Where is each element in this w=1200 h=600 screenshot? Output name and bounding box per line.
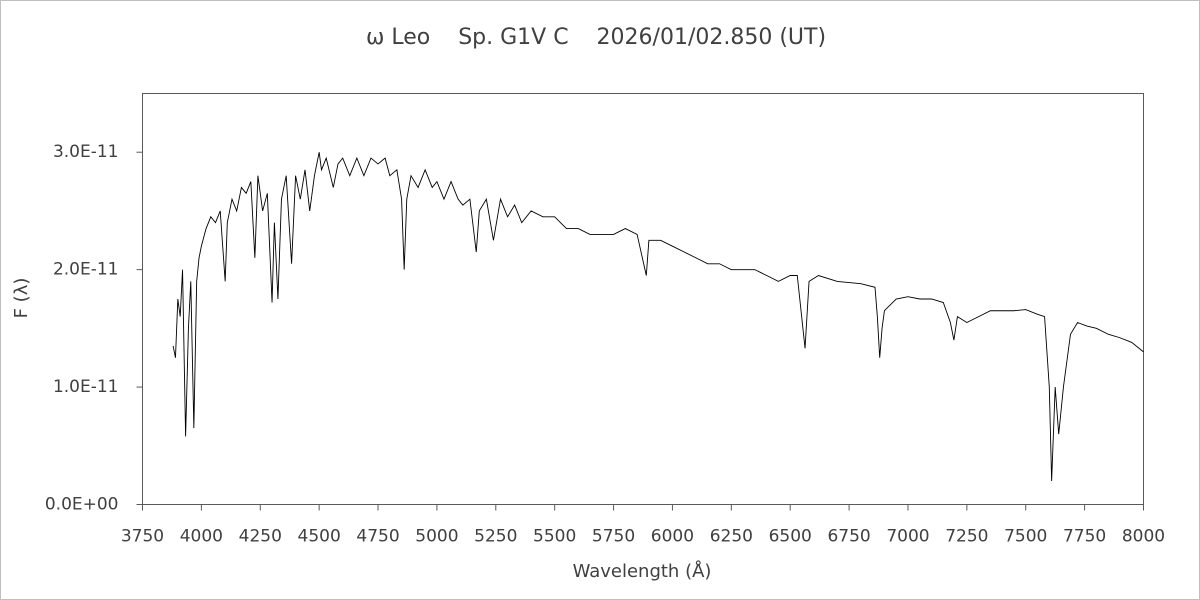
- x-tick-label: 6750: [827, 527, 870, 547]
- x-tick-label: 5500: [533, 527, 576, 547]
- spectrum-line: [172, 152, 1144, 482]
- x-axis-label: Wavelength (Å): [573, 560, 712, 582]
- x-tick-label: 4000: [180, 527, 223, 547]
- x-tick-label: 5000: [415, 527, 458, 547]
- y-axis-label: F (λ): [11, 278, 32, 319]
- x-tick-label: 7000: [886, 527, 929, 547]
- x-tick-label: 6250: [710, 527, 753, 547]
- x-tick-label: 7750: [1063, 527, 1106, 547]
- x-tick-label: 4250: [239, 527, 282, 547]
- x-tick-label: 8000: [1122, 527, 1165, 547]
- x-tick-label: 6500: [769, 527, 812, 547]
- x-tick-label: 5750: [592, 527, 635, 547]
- y-tick-label: 2.0E-11: [53, 260, 119, 280]
- x-tick-label: 6000: [651, 527, 694, 547]
- chart-title: ω Leo Sp. G1V C 2026/01/02.850 (UT): [366, 25, 826, 50]
- plot-area: [142, 93, 1144, 505]
- x-tick-label: 5250: [474, 527, 517, 547]
- x-tick-label: 4500: [298, 527, 341, 547]
- y-tick-label: 3.0E-11: [53, 142, 119, 162]
- y-tick-label: 1.0E-11: [53, 377, 119, 397]
- x-tick-label: 7250: [945, 527, 988, 547]
- x-tick-label: 4750: [356, 527, 399, 547]
- y-tick-label: 0.0E+00: [45, 495, 119, 515]
- x-tick-label: 7500: [1004, 527, 1047, 547]
- x-tick-label: 3750: [121, 527, 164, 547]
